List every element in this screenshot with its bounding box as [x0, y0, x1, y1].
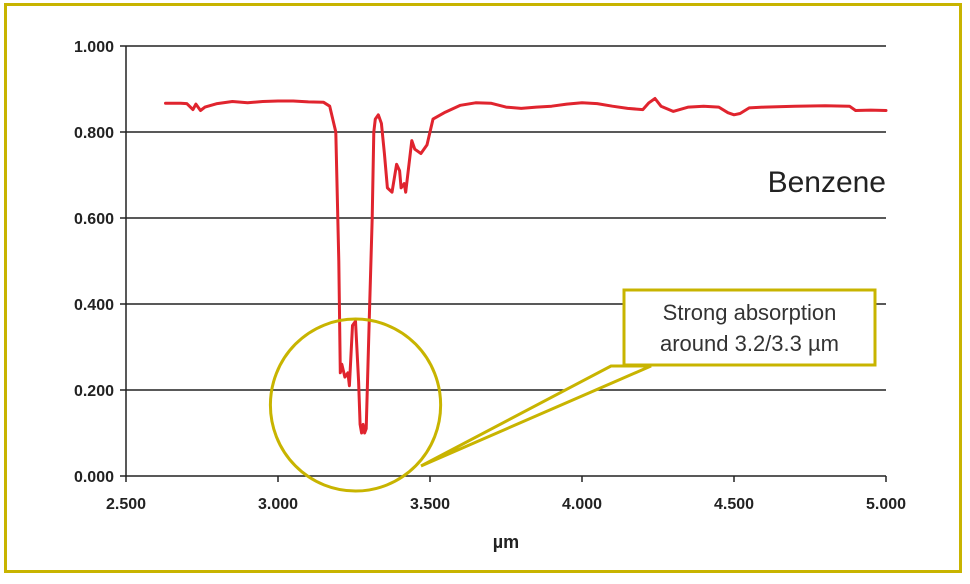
- x-tick-label: 3.500: [410, 496, 450, 513]
- x-axis-ticks: 2.500 3.000 3.500 4.000 4.500 5.000: [106, 476, 906, 513]
- y-tick-label: 0.000: [74, 469, 114, 486]
- y-tick-label: 0.800: [74, 125, 114, 142]
- x-tick-label: 5.000: [866, 496, 906, 513]
- highlight-ellipse: [268, 317, 443, 493]
- y-tick-label: 0.600: [74, 211, 114, 228]
- x-tick-label: 2.500: [106, 496, 146, 513]
- chart-frame: [4, 3, 962, 573]
- y-tick-label: 1.000: [74, 39, 114, 56]
- x-axis-title: µm: [493, 532, 519, 552]
- benzene-series-line: [164, 97, 888, 435]
- callout-text-line-2: around 3.2/3.3 µm: [660, 331, 839, 356]
- y-tick-label: 0.200: [74, 383, 114, 400]
- x-tick-label: 4.500: [714, 496, 754, 513]
- series-label: Benzene: [768, 166, 886, 199]
- x-tick-label: 3.000: [258, 496, 298, 513]
- callout-pointer: [420, 364, 652, 468]
- x-tick-label: 4.000: [562, 496, 602, 513]
- callout-mask: [625, 291, 874, 364]
- y-tick-label: 0.400: [74, 297, 114, 314]
- annotation-callout: Strong absorption around 3.2/3.3 µm: [268, 288, 877, 493]
- callout-text-line-1: Strong absorption: [663, 300, 837, 325]
- y-axis-ticks: 0.000 0.200 0.400 0.600 0.800 1.000: [74, 39, 126, 486]
